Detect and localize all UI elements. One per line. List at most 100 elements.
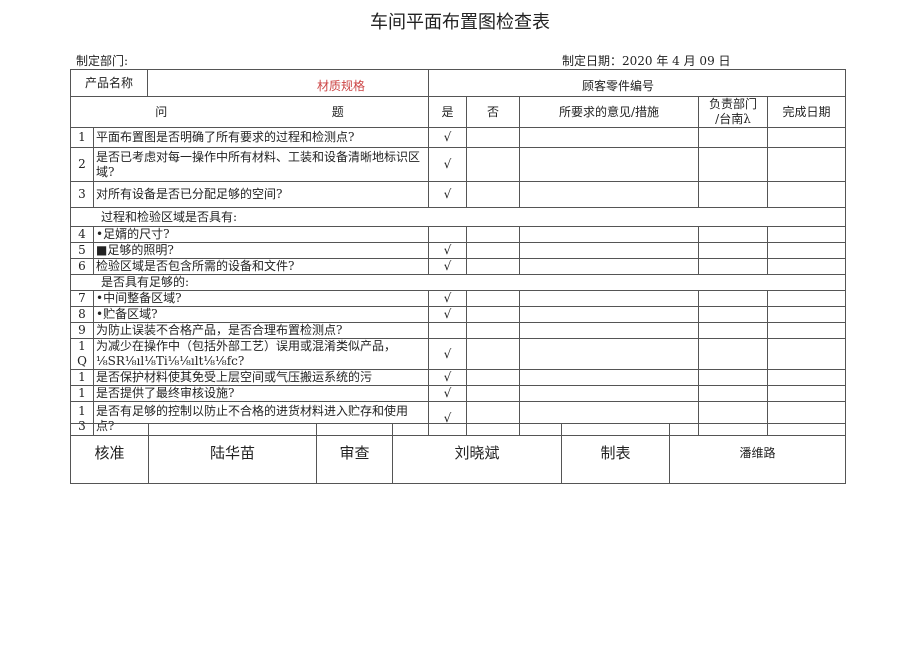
row-dept bbox=[698, 338, 768, 370]
row-question: •贮备区域? bbox=[93, 306, 429, 323]
row-opinion bbox=[519, 369, 699, 386]
row-number: 6 bbox=[70, 258, 94, 275]
prepare-name: 潘维路 bbox=[669, 423, 846, 484]
row-dept bbox=[698, 147, 768, 182]
row-opinion bbox=[519, 147, 699, 182]
material-label: 材质规格 bbox=[317, 79, 366, 93]
table-row: 1 是否提供了最终审核设施? √ bbox=[70, 385, 847, 402]
row-date bbox=[766, 306, 847, 323]
row-dept bbox=[698, 385, 768, 402]
section-row: 过程和检验区域是否具有: bbox=[69, 207, 847, 227]
review-name: 刘晓斌 bbox=[392, 423, 562, 484]
row-no bbox=[466, 322, 520, 339]
header-yes: 是 bbox=[428, 96, 467, 128]
row-date bbox=[766, 127, 847, 148]
row-number: 7 bbox=[70, 290, 94, 307]
row-number: 2 bbox=[70, 147, 94, 182]
row-no bbox=[466, 258, 520, 275]
header-question2: 题 bbox=[331, 104, 344, 119]
row-number: 8 bbox=[70, 306, 94, 323]
row-question: •足婿的尺寸? bbox=[93, 226, 429, 243]
row-yes: √ bbox=[428, 290, 467, 307]
row-yes: √ bbox=[428, 147, 467, 182]
row-no bbox=[466, 385, 520, 402]
row-date bbox=[766, 385, 847, 402]
section-label: 是否具有足够的: bbox=[69, 274, 847, 291]
dept-label: 制定部门: bbox=[76, 54, 129, 68]
approve-name: 陆华苗 bbox=[148, 423, 317, 484]
row-yes: √ bbox=[428, 306, 467, 323]
checklist-table: 产品名称 问 题 是 否 所要求的意见/措施 负责部门/台南λ 完成日期 1 平面… bbox=[69, 69, 847, 436]
row-number: 1 bbox=[70, 385, 94, 402]
table-row: 3 对所有设备是否已分配足够的空间? √ bbox=[70, 181, 847, 208]
table-row: 5 ■足够的照明? √ bbox=[70, 242, 847, 259]
page-title: 车间平面布置图检查表 bbox=[370, 12, 550, 33]
row-question: 对所有设备是否已分配足够的空间? bbox=[93, 181, 429, 208]
row-opinion bbox=[519, 226, 699, 243]
row-opinion bbox=[519, 258, 699, 275]
row-no bbox=[466, 290, 520, 307]
row-yes: √ bbox=[428, 258, 467, 275]
row-yes bbox=[428, 226, 467, 243]
approve-label: 核准 bbox=[70, 423, 149, 484]
header-dept: 负责部门/台南λ bbox=[698, 96, 768, 128]
row-question: 检验区域是否包含所需的设备和文件? bbox=[93, 258, 429, 275]
table-row: 1 平面布置图是否明确了所有要求的过程和检测点? √ bbox=[70, 127, 847, 148]
row-yes: √ bbox=[428, 127, 467, 148]
section-label: 过程和检验区域是否具有: bbox=[69, 207, 847, 227]
table-row: 8 •贮备区域? √ bbox=[70, 306, 847, 323]
date-label: 制定日期：2020 年 4 月 09 日 bbox=[562, 54, 731, 68]
row-question: 为防止误装不合格产品，是否合理布置检测点? bbox=[93, 322, 429, 339]
row-yes bbox=[428, 322, 467, 339]
row-dept bbox=[698, 369, 768, 386]
section-row: 是否具有足够的: bbox=[69, 274, 847, 291]
row-date bbox=[766, 290, 847, 307]
prepare-label: 制表 bbox=[561, 423, 670, 484]
row-yes: √ bbox=[428, 369, 467, 386]
row-opinion bbox=[519, 181, 699, 208]
table-row: 1 Q 为减少在操作中（包括外部工艺）误用或混淆类似产品，⅛SR⅛ıl⅛Ti⅛⅛… bbox=[70, 338, 847, 370]
header-opinion: 所要求的意见/措施 bbox=[519, 96, 699, 128]
row-date bbox=[766, 242, 847, 259]
row-number: 3 bbox=[70, 181, 94, 208]
row-no bbox=[466, 147, 520, 182]
row-no bbox=[466, 242, 520, 259]
row-yes: √ bbox=[428, 338, 467, 370]
row-no bbox=[466, 226, 520, 243]
signature-table: 核准 陆华苗 审查 刘晓斌 制表 潘维路 bbox=[70, 423, 846, 484]
row-opinion bbox=[519, 322, 699, 339]
row-date bbox=[766, 181, 847, 208]
row-dept bbox=[698, 226, 768, 243]
row-date bbox=[766, 258, 847, 275]
product-label: 产品名称 bbox=[72, 70, 148, 96]
table-row: 6 检验区域是否包含所需的设备和文件? √ bbox=[70, 258, 847, 275]
row-dept bbox=[698, 242, 768, 259]
row-question: 是否提供了最终审核设施? bbox=[93, 385, 429, 402]
table-row: 1 是否保护材料使其免受上层空间或气压搬运系统的污 √ bbox=[70, 369, 847, 386]
row-no bbox=[466, 306, 520, 323]
table-row: 9 为防止误装不合格产品，是否合理布置检测点? bbox=[70, 322, 847, 339]
row-yes: √ bbox=[428, 181, 467, 208]
row-question: ■足够的照明? bbox=[93, 242, 429, 259]
row-dept bbox=[698, 258, 768, 275]
row-no bbox=[466, 369, 520, 386]
row-no bbox=[466, 181, 520, 208]
row-date bbox=[766, 338, 847, 370]
row-number: 1 bbox=[70, 127, 94, 148]
row-number: 4 bbox=[70, 226, 94, 243]
row-date bbox=[766, 226, 847, 243]
row-question: 为减少在操作中（包括外部工艺）误用或混淆类似产品，⅛SR⅛ıl⅛Ti⅛⅛ılt⅛… bbox=[93, 338, 429, 370]
row-opinion bbox=[519, 338, 699, 370]
row-opinion bbox=[519, 306, 699, 323]
row-yes: √ bbox=[428, 385, 467, 402]
row-opinion bbox=[519, 242, 699, 259]
customer-part-label: 顾客零件编号 bbox=[582, 79, 655, 93]
header-date: 完成日期 bbox=[766, 96, 847, 128]
review-label: 审查 bbox=[316, 423, 393, 484]
row-dept bbox=[698, 127, 768, 148]
row-question: 是否已考虑对每一操作中所有材料、工装和设备清晰地标识区域? bbox=[93, 147, 429, 182]
row-dept bbox=[698, 181, 768, 208]
row-no bbox=[466, 338, 520, 370]
table-row: 7 •中间整备区域? √ bbox=[70, 290, 847, 307]
row-question: •中间整备区域? bbox=[93, 290, 429, 307]
